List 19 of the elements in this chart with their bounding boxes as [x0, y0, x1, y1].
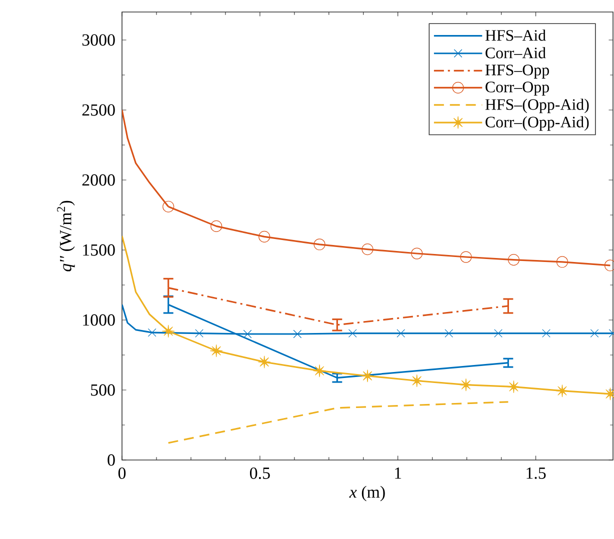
y-tick-label: 2500 — [82, 104, 115, 116]
legend-label: Corr–Aid — [486, 47, 546, 58]
y-axis-title: q'' (W/m$^{2}$) — [57, 200, 75, 272]
y-tick-label: 1000 — [83, 314, 115, 326]
legend-label: HFS–Aid — [485, 30, 546, 41]
legend-label: Corr–Opp — [486, 82, 549, 96]
x-tick-label: 1.5 — [526, 468, 546, 479]
legend-label: HFS–Opp — [485, 64, 549, 79]
x-tick-label: 0 — [118, 468, 126, 479]
y-tick-label: 3000 — [82, 34, 115, 46]
x-axis-title: x (m) — [349, 486, 385, 502]
y-tick-label: 0 — [108, 454, 115, 466]
x-tick-label: 0.5 — [250, 468, 270, 479]
y-tick-label: 2000 — [82, 174, 115, 186]
y-tick-label: 500 — [91, 384, 115, 396]
x-tick-label: 1 — [395, 468, 402, 479]
legend-label: HFS–(Opp-Aid) — [485, 98, 589, 114]
legend-label: Corr–(Opp-Aid) — [486, 116, 589, 131]
y-tick-label: 1500 — [83, 244, 115, 256]
